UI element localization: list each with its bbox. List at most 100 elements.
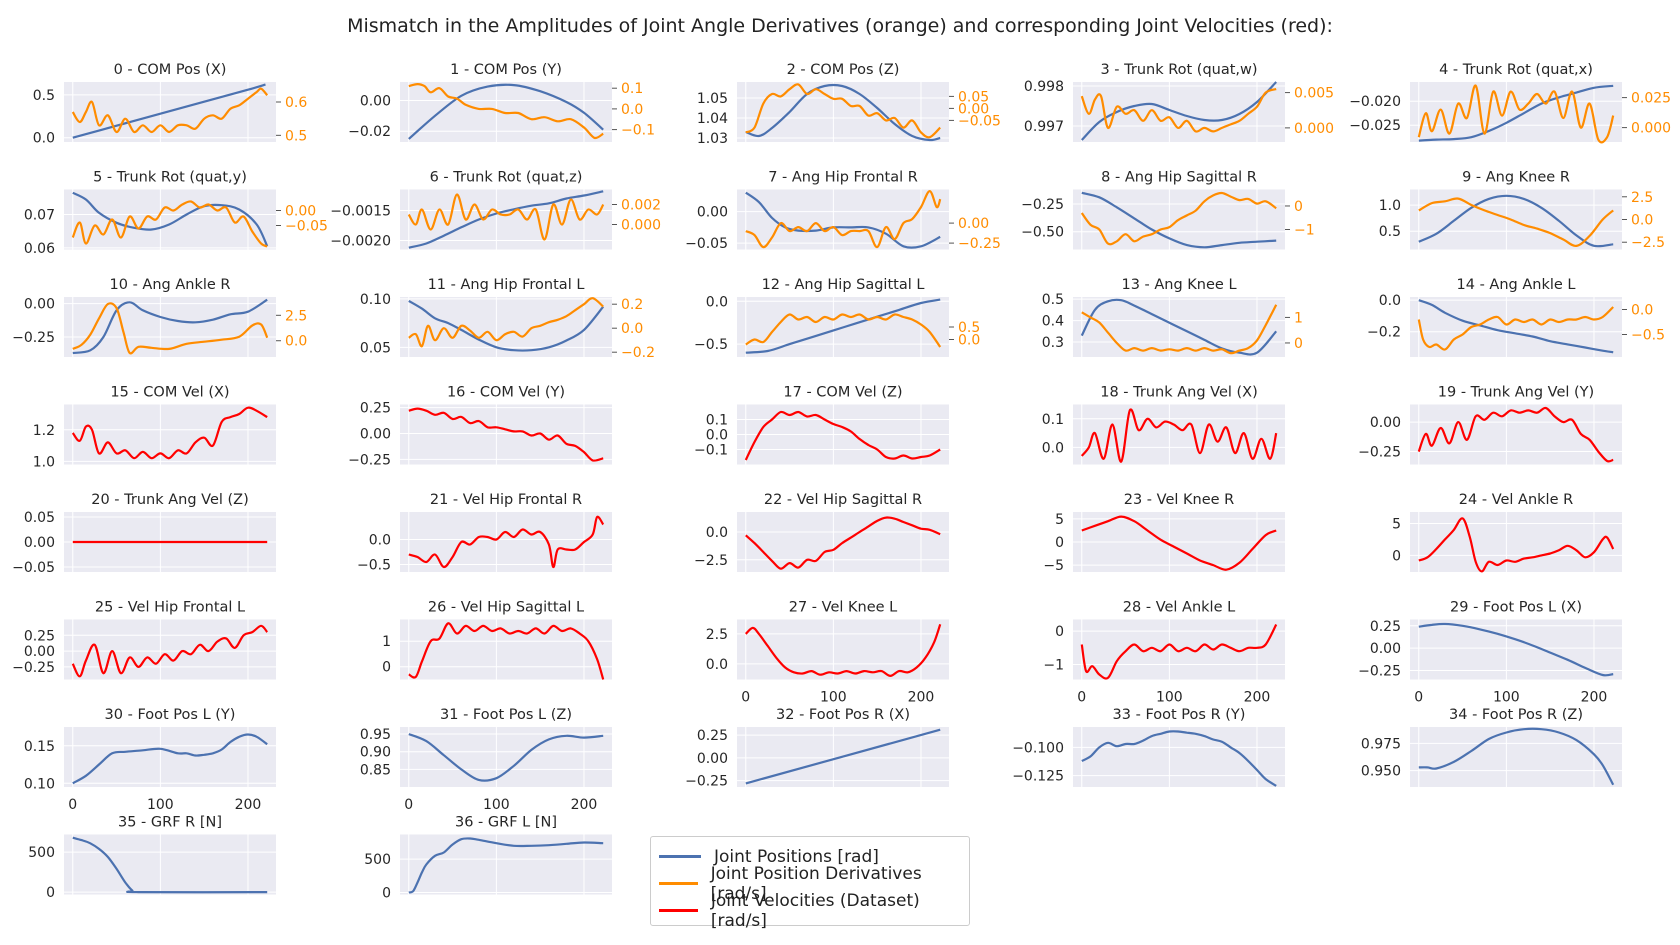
y2-tick-label: 0.00 <box>958 101 989 117</box>
y-tick-label: −0.02 <box>348 124 391 140</box>
y-tick-label: −0.0020 <box>330 234 391 250</box>
y-tick-label: 0.00 <box>697 751 728 767</box>
series-line-velocity <box>408 407 604 462</box>
subplot-6: −0.0020 −0.0015 6 - Trunk Rot (quat,z) 0.00… <box>330 170 661 250</box>
y2-tick-label: 0.000 <box>621 218 661 234</box>
y-tick-label: −0.50 <box>1021 225 1064 241</box>
legend-label-positions: Joint Positions [rad] <box>714 846 879 867</box>
y-tick-label: −0.05 <box>685 236 728 252</box>
x-tick-label: 200 <box>908 690 935 706</box>
y2-tick-label: 0.5 <box>958 320 980 336</box>
series-line-velocity <box>1418 517 1615 573</box>
subplot-13: 0.3 0.4 0.5 13 - Ang Knee L 0 1 <box>1042 277 1303 357</box>
subplot-25: −0.250.000.25 25 - Vel Hip Frontal L <box>12 600 276 680</box>
y-tick-label: 0.5 <box>33 88 55 104</box>
subplot-title: 5 - Trunk Rot (quat,y) <box>93 170 247 186</box>
y-tick-label: 1.0 <box>1379 198 1401 214</box>
y-tick-label: −0.125 <box>1012 769 1064 785</box>
subplot-title: 31 - Foot Pos L (Z) <box>440 707 572 723</box>
axes-background <box>737 82 949 142</box>
y2-tick-label: 0 <box>1294 336 1303 352</box>
y2-tick-label: 2.5 <box>1631 190 1653 206</box>
subplot-title: 13 - Ang Knee L <box>1121 277 1236 293</box>
y-tick-label: 0.00 <box>360 93 391 109</box>
series-line-derivative <box>71 87 269 134</box>
x-tick-label: 200 <box>1244 690 1271 706</box>
y-tick-label: 0.0 <box>706 657 728 673</box>
series-line-velocity <box>408 515 605 569</box>
y-tick-label: 0.10 <box>24 776 55 792</box>
y-tick-label: −0.25 <box>1358 664 1401 680</box>
x-tick-label: 100 <box>1493 690 1520 706</box>
axes-background <box>64 404 276 465</box>
y2-tick-label: −2.5 <box>1631 235 1665 251</box>
series-line-position <box>72 733 268 785</box>
axes-background <box>1073 619 1285 680</box>
y2-tick-label: 0 <box>1294 199 1303 215</box>
y-tick-label: −0.25 <box>1358 445 1401 461</box>
y2-tick-label: 0.002 <box>621 198 661 214</box>
series-line-velocity <box>1080 623 1278 680</box>
series-line-position <box>408 733 604 782</box>
y2-tick-label: 0.0 <box>1631 303 1653 319</box>
x-tick-label: 0 <box>68 797 77 813</box>
y-tick-label: 0.1 <box>1042 412 1064 428</box>
y-tick-label: −0.25 <box>685 774 728 790</box>
y-tick-label: −0.5 <box>357 558 391 574</box>
subplot-title: 9 - Ang Knee R <box>1462 170 1570 186</box>
subplot-title: 0 - COM Pos (X) <box>114 62 227 78</box>
series-line-position <box>745 298 941 354</box>
subplot-5: 0.06 0.07 5 - Trunk Rot (quat,y) −0.050.00 <box>24 170 328 257</box>
y-tick-label: 0.0 <box>706 428 728 444</box>
subplot-title: 22 - Vel Hip Sagittal R <box>764 492 922 508</box>
subplot-title: 25 - Vel Hip Frontal L <box>95 600 245 616</box>
y-tick-label: 0.0 <box>706 294 728 310</box>
y-tick-label: 0.3 <box>1042 335 1064 351</box>
y-tick-label: 2.5 <box>706 627 728 643</box>
axes-background <box>1073 727 1285 787</box>
y-tick-label: 0.0 <box>33 131 55 147</box>
series-line-velocity <box>1081 515 1277 571</box>
series-line-derivative <box>745 190 942 249</box>
series-line-velocity <box>1417 406 1614 463</box>
y-tick-label: 0.00 <box>697 205 728 221</box>
subplot-title: 14 - Ang Ankle L <box>1457 277 1576 293</box>
y-tick-label: 0.10 <box>360 292 391 308</box>
y-tick-label: 500 <box>364 852 391 868</box>
subplot-17: −0.10.00.1 17 - COM Vel (Z) <box>694 385 949 465</box>
subplot-26: 0 1 26 - Vel Hip Sagittal L <box>382 600 612 680</box>
subplot-31: 0.850.90 0.95 31 - Foot Pos L (Z) 0 100 200 <box>360 707 612 813</box>
subplot-20: −0.05 0.00 0.05 20 - Trunk Ang Vel (Z) <box>12 492 276 576</box>
y-tick-label: 0.00 <box>24 297 55 313</box>
subplot-title: 11 - Ang Hip Frontal L <box>428 277 585 293</box>
series-line-derivative <box>1080 88 1277 133</box>
subplot-2: 1.03 1.04 1.05 2 - COM Pos (Z) −0.050.000.05 <box>697 62 1001 147</box>
axes-background <box>400 512 612 572</box>
y2-tick-label: 0.00 <box>285 204 316 220</box>
series-line-derivative <box>71 200 268 248</box>
subplot-12: −0.50.012 - Ang Hip Sagittal L0.00.5 <box>694 277 980 357</box>
subplot-19: −0.25 0.00 19 - Trunk Ang Vel (Y) <box>1358 385 1622 465</box>
y-tick-label: 0.997 <box>1024 119 1064 135</box>
series-line-position <box>72 191 269 247</box>
subplot-title: 3 - Trunk Rot (quat,w) <box>1100 62 1257 78</box>
series-line-position <box>1418 727 1615 786</box>
y-tick-label: −0.25 <box>12 330 55 346</box>
axes-background <box>1410 189 1622 250</box>
series-line-velocity <box>745 516 941 570</box>
y2-tick-label: −1 <box>1294 223 1315 239</box>
subplot-29: −0.25 0.00 0.25 29 - Foot Pos L (X) 0 100 200 <box>1358 600 1622 706</box>
subplot-0: 0.0 0.5 0 - COM Pos (X) 0.5 0.6 <box>33 62 308 147</box>
subplot-title: 12 - Ang Hip Sagittal L <box>762 277 925 293</box>
series-line-position <box>408 299 605 352</box>
subplot-title: 1 - COM Pos (Y) <box>450 62 562 78</box>
subplot-15: 1.0 1.2 15 - COM Vel (X) <box>33 385 276 470</box>
x-tick-label: 100 <box>820 690 847 706</box>
series-line-position <box>1418 84 1614 142</box>
y-tick-label: −0.025 <box>1349 118 1401 134</box>
series-line-velocity <box>71 406 268 460</box>
subplot-title: 17 - COM Vel (Z) <box>783 385 902 401</box>
y-tick-label: 0.0 <box>706 525 728 541</box>
legend-item-positions: Joint Positions [rad] <box>659 843 961 870</box>
series-line-position <box>1418 299 1614 354</box>
